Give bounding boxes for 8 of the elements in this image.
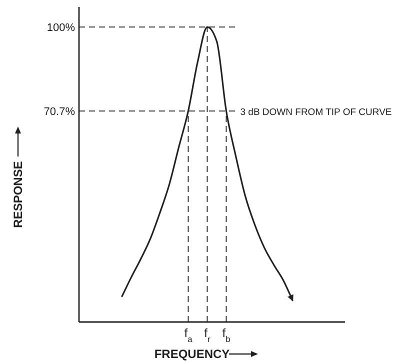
ref-line-label: 3 dB DOWN FROM TIP OF CURVE (240, 106, 392, 118)
y-tick-label: 70.7% (44, 106, 76, 118)
y-axis-title: RESPONSE (11, 161, 25, 228)
x-axis-title: FREQUENCY (154, 347, 230, 361)
x-tick-label: f$_{a}$ (184, 326, 193, 344)
y-tick-label: 100% (46, 22, 76, 34)
x-tick-label: f$_{b}$ (222, 326, 231, 344)
x-tick-label: f$_{r}$ (204, 326, 211, 344)
